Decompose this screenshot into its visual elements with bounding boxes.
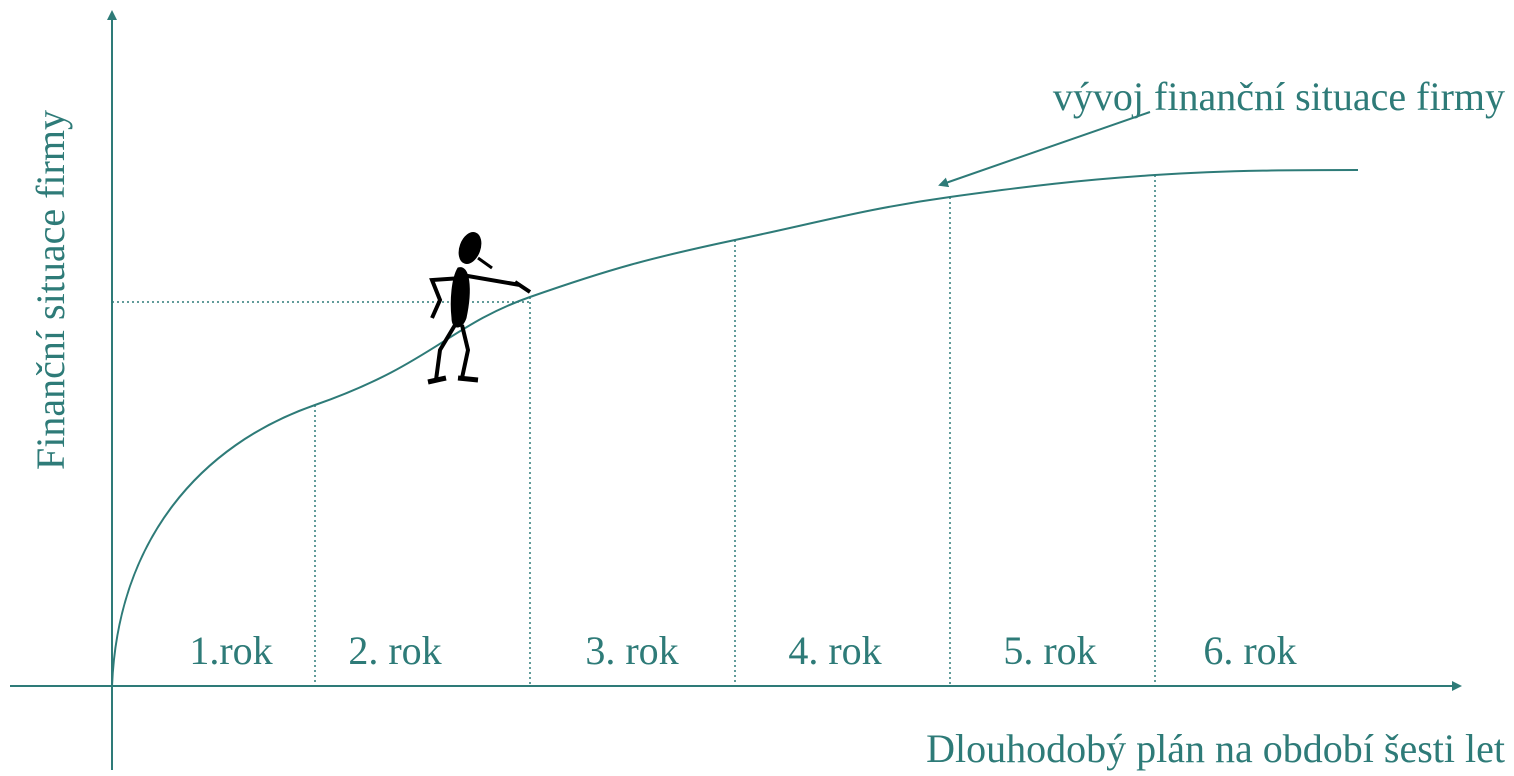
guides bbox=[112, 175, 1155, 686]
period-label: 6. rok bbox=[1203, 628, 1296, 673]
period-label: 5. rok bbox=[1003, 628, 1096, 673]
x-axis-label: Dlouhodobý plán na období šesti let bbox=[926, 726, 1505, 771]
diagram: Finanční situace firmy vývoj finanční si… bbox=[0, 0, 1514, 776]
stick-figure bbox=[428, 230, 530, 382]
period-label: 1.rok bbox=[189, 628, 272, 673]
y-axis-label: Finanční situace firmy bbox=[28, 110, 73, 470]
period-label: 2. rok bbox=[348, 628, 441, 673]
period-label: 3. rok bbox=[585, 628, 678, 673]
growth-curve bbox=[112, 170, 1358, 686]
label-arrow bbox=[940, 112, 1150, 185]
curve-label: vývoj finanční situace firmy bbox=[1053, 74, 1505, 119]
period-label: 4. rok bbox=[788, 628, 881, 673]
